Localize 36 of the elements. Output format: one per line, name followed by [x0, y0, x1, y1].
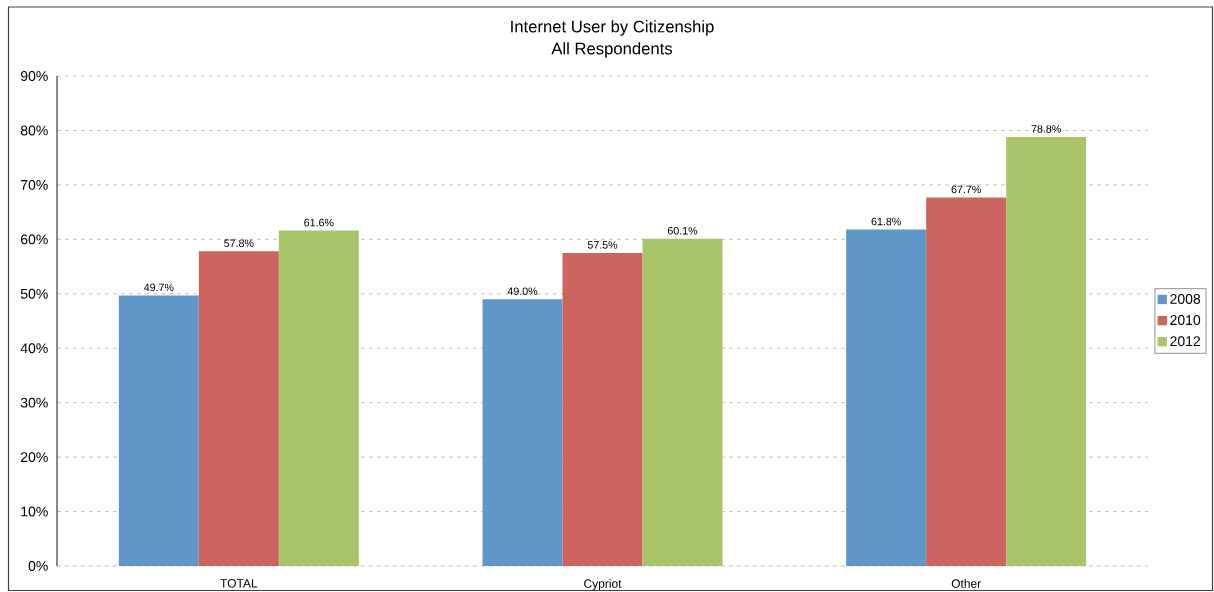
- x-tick-label: Cypriot: [584, 579, 622, 591]
- y-tick-label: 30%: [20, 397, 48, 408]
- chart-title: Internet User by Citizenship: [511, 20, 714, 36]
- x-tick-label: TOTAL: [220, 579, 258, 588]
- bar: [1006, 136, 1087, 566]
- y-tick-label: 90%: [20, 71, 48, 81]
- y-tick-label: 10%: [21, 506, 48, 517]
- y-tick-label: 80%: [20, 125, 48, 136]
- bar: [118, 295, 199, 566]
- bar: [482, 299, 563, 566]
- y-tick-label: 50%: [20, 288, 48, 299]
- data-label: 61.6%: [304, 218, 334, 227]
- legend-label: 2008: [1170, 294, 1201, 304]
- data-label: 57.8%: [224, 239, 254, 248]
- data-label: 61.8%: [871, 217, 901, 226]
- data-label: 57.5%: [587, 241, 618, 249]
- y-tick-label: 0%: [28, 561, 48, 571]
- y-tick-label: 70%: [20, 179, 48, 190]
- legend-label: 2010: [1170, 315, 1201, 326]
- x-tick-label: Other: [951, 579, 981, 588]
- bar: [642, 238, 723, 566]
- data-label: 67.7%: [951, 185, 981, 194]
- bar: [198, 251, 279, 566]
- bar: [562, 252, 643, 566]
- legend-label: 2012: [1170, 336, 1201, 347]
- bar: [846, 229, 927, 566]
- y-tick-label: 20%: [20, 452, 48, 463]
- data-label: 60.1%: [667, 226, 698, 235]
- bar: [926, 197, 1007, 566]
- bar: [278, 230, 359, 566]
- data-label: 78.8%: [1031, 125, 1061, 133]
- data-label: 49.0%: [507, 287, 538, 295]
- data-label: 49.7%: [143, 283, 174, 292]
- y-tick-label: 60%: [20, 234, 48, 245]
- y-tick-label: 40%: [20, 343, 48, 354]
- chart-subtitle: All Respondents: [551, 42, 673, 58]
